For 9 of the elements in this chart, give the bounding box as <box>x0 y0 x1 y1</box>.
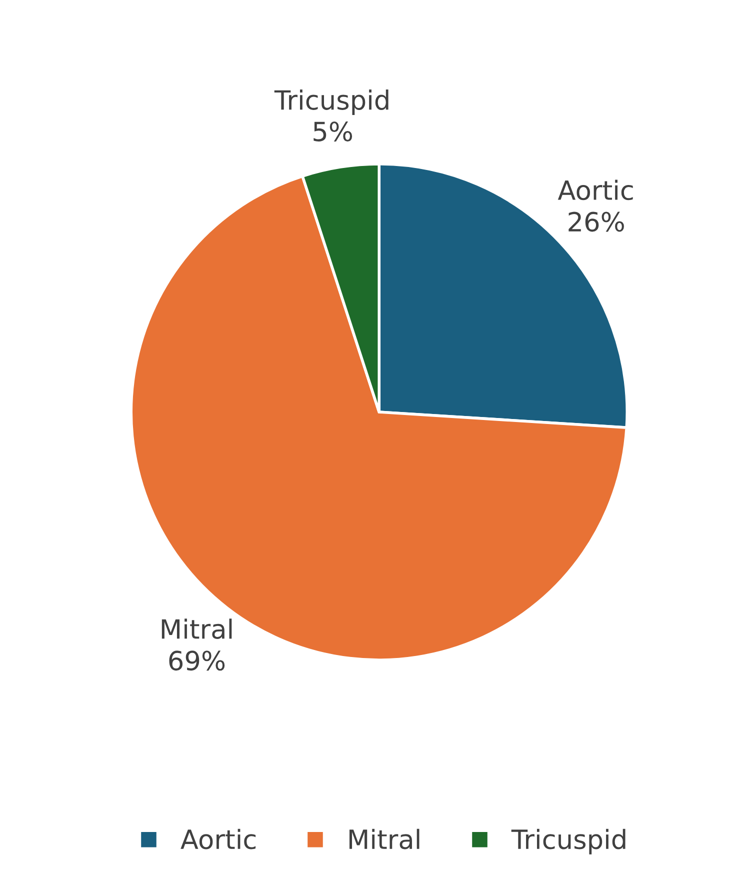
slice-label: Aortic <box>558 180 633 200</box>
legend-label: Aortic <box>180 828 256 850</box>
data-label: 5% <box>314 122 352 142</box>
slice-label: Mitral <box>162 618 232 640</box>
legend-label: Tricuspid <box>511 828 626 854</box>
slice-label: Tricuspid <box>274 90 388 116</box>
legend-label: Mitral <box>349 828 420 850</box>
data-label: 26% <box>568 212 624 232</box>
data-label: 69% <box>169 650 225 671</box>
